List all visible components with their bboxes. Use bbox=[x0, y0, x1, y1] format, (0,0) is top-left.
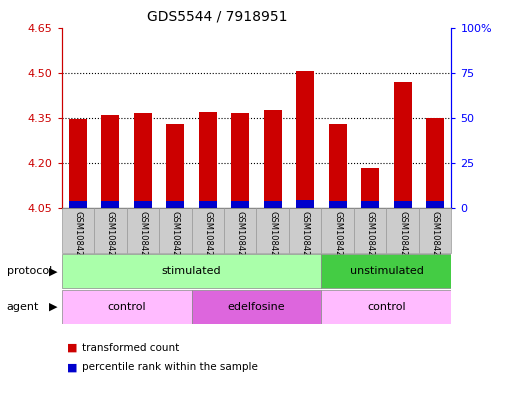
Bar bbox=[426, 118, 444, 208]
FancyBboxPatch shape bbox=[127, 208, 159, 253]
Text: ▶: ▶ bbox=[49, 301, 57, 312]
Bar bbox=[166, 201, 184, 208]
Text: percentile rank within the sample: percentile rank within the sample bbox=[82, 362, 258, 373]
Bar bbox=[361, 168, 379, 208]
Bar bbox=[329, 124, 347, 208]
Text: ■: ■ bbox=[67, 343, 77, 353]
Bar bbox=[134, 201, 152, 208]
FancyBboxPatch shape bbox=[322, 208, 354, 253]
Text: GSM1084260: GSM1084260 bbox=[333, 211, 342, 266]
FancyBboxPatch shape bbox=[419, 208, 451, 253]
Text: GSM1084262: GSM1084262 bbox=[398, 211, 407, 266]
FancyBboxPatch shape bbox=[354, 208, 386, 253]
FancyBboxPatch shape bbox=[386, 208, 419, 253]
Bar bbox=[264, 201, 282, 208]
Bar bbox=[199, 201, 216, 208]
Text: GSM1084279: GSM1084279 bbox=[301, 211, 310, 266]
Text: GSM1084276: GSM1084276 bbox=[203, 211, 212, 267]
Title: GDS5544 / 7918951: GDS5544 / 7918951 bbox=[147, 9, 288, 24]
Bar bbox=[297, 200, 314, 208]
Bar bbox=[297, 71, 314, 208]
FancyBboxPatch shape bbox=[256, 208, 289, 253]
Bar bbox=[264, 110, 282, 208]
Bar bbox=[394, 201, 411, 208]
Text: GSM1084275: GSM1084275 bbox=[171, 211, 180, 266]
FancyBboxPatch shape bbox=[159, 208, 191, 253]
FancyBboxPatch shape bbox=[322, 290, 451, 323]
Bar bbox=[361, 201, 379, 208]
FancyBboxPatch shape bbox=[62, 290, 191, 323]
Text: GSM1084273: GSM1084273 bbox=[106, 211, 115, 267]
FancyBboxPatch shape bbox=[322, 254, 451, 288]
Text: transformed count: transformed count bbox=[82, 343, 180, 353]
Text: unstimulated: unstimulated bbox=[349, 266, 423, 276]
FancyBboxPatch shape bbox=[289, 208, 322, 253]
Text: GSM1084272: GSM1084272 bbox=[73, 211, 82, 266]
FancyBboxPatch shape bbox=[62, 254, 322, 288]
Bar bbox=[231, 201, 249, 208]
Text: GSM1084263: GSM1084263 bbox=[431, 211, 440, 267]
Text: GSM1084277: GSM1084277 bbox=[236, 211, 245, 267]
Bar bbox=[231, 114, 249, 208]
FancyBboxPatch shape bbox=[191, 208, 224, 253]
Text: agent: agent bbox=[7, 301, 39, 312]
Bar bbox=[426, 201, 444, 208]
Bar bbox=[199, 112, 216, 208]
FancyBboxPatch shape bbox=[62, 208, 94, 253]
Bar bbox=[69, 119, 87, 208]
Text: ■: ■ bbox=[67, 362, 77, 373]
Bar bbox=[166, 124, 184, 208]
Text: control: control bbox=[107, 301, 146, 312]
Text: GSM1084274: GSM1084274 bbox=[139, 211, 147, 266]
Bar bbox=[69, 201, 87, 208]
Text: control: control bbox=[367, 301, 406, 312]
Text: ▶: ▶ bbox=[49, 266, 57, 276]
FancyBboxPatch shape bbox=[224, 208, 256, 253]
Bar bbox=[394, 82, 411, 208]
Bar bbox=[134, 114, 152, 208]
Text: GSM1084261: GSM1084261 bbox=[366, 211, 374, 266]
Text: edelfosine: edelfosine bbox=[228, 301, 285, 312]
Bar bbox=[102, 201, 119, 208]
Text: protocol: protocol bbox=[7, 266, 52, 276]
FancyBboxPatch shape bbox=[191, 290, 322, 323]
Bar bbox=[102, 115, 119, 208]
FancyBboxPatch shape bbox=[94, 208, 127, 253]
Bar bbox=[329, 201, 347, 208]
Text: stimulated: stimulated bbox=[162, 266, 221, 276]
Text: GSM1084278: GSM1084278 bbox=[268, 211, 277, 267]
